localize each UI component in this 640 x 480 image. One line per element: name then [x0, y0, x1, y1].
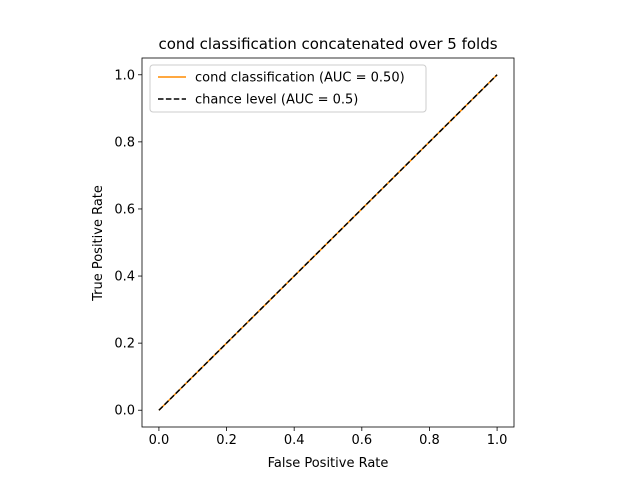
x-tick-label: 0.4 — [284, 433, 305, 448]
series-line-2 — [158, 74, 498, 411]
y-tick-label: 0.8 — [114, 135, 135, 150]
x-tick-label: 0.2 — [216, 433, 237, 448]
legend-label-2: chance level (AUC = 0.5) — [195, 93, 358, 108]
y-tick-label: 1.0 — [114, 68, 135, 83]
legend-box — [149, 64, 427, 113]
x-tick-label: 0.8 — [419, 433, 440, 448]
axes-frame — [141, 57, 515, 428]
chart-title: cond classification concatenated over 5 … — [158, 35, 497, 53]
x-tick-label: 0.0 — [149, 433, 170, 448]
y-axis-label: True Positive Rate — [91, 185, 106, 302]
y-tick-label: 0.4 — [114, 270, 135, 285]
y-tick-label: 0.6 — [114, 202, 135, 217]
x-tick-label: 0.6 — [351, 433, 372, 448]
x-tick-label: 1.0 — [487, 433, 508, 448]
y-tick-label: 0.2 — [114, 337, 135, 352]
legend-label-1: cond classification (AUC = 0.50) — [195, 71, 405, 86]
x-axis-label: False Positive Rate — [268, 456, 389, 471]
plot-area: 0.0 0.2 0.4 0.6 0.8 1.0 0.0 0.2 0.4 0.6 0.8 1.0 cond… — [114, 57, 515, 448]
y-tick-label: 0.0 — [114, 404, 135, 419]
